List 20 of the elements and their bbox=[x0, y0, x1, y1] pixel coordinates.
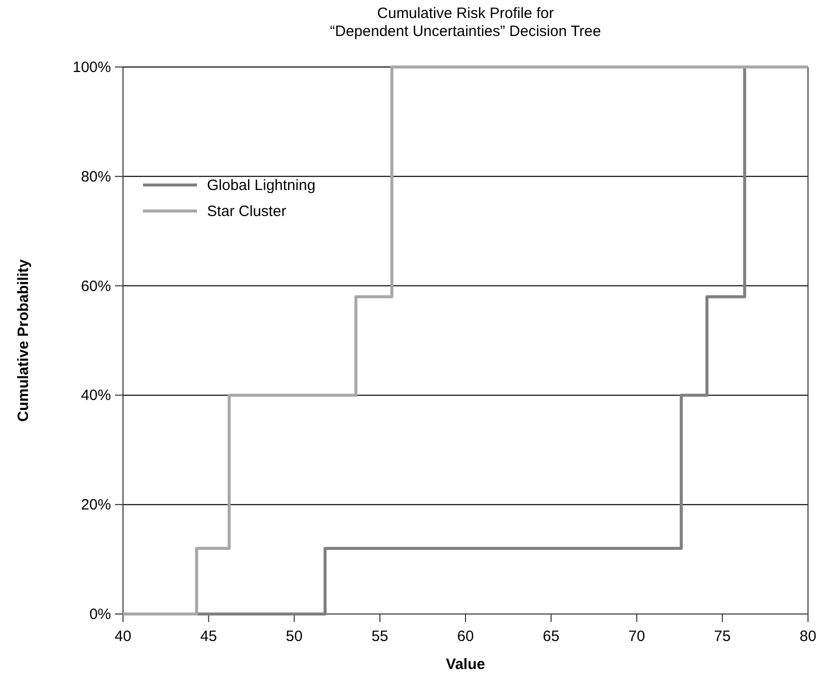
y-tick-label: 0% bbox=[89, 606, 111, 623]
legend-label: Star Cluster bbox=[207, 203, 286, 220]
x-tick-label: 75 bbox=[714, 628, 731, 645]
y-tick-label: 80% bbox=[80, 168, 111, 186]
x-axis-title: Value bbox=[446, 656, 486, 673]
y-tick-label: 100% bbox=[72, 59, 111, 76]
chart-title: Cumulative Risk Profile for “Dependent Uncertainties” Decision Tree bbox=[330, 5, 601, 40]
legend-label: Global Lightning bbox=[207, 177, 316, 194]
y-axis-title: Cumulative Probability bbox=[15, 258, 32, 422]
x-tick-label: 40 bbox=[114, 628, 132, 645]
x-tick-label: 50 bbox=[286, 628, 303, 645]
x-tick-label: 60 bbox=[457, 628, 474, 645]
y-tick-label: 60% bbox=[80, 278, 111, 295]
x-tick-label: 45 bbox=[200, 628, 217, 645]
x-tick-label: 65 bbox=[542, 628, 560, 645]
x-tick-label: 55 bbox=[372, 628, 388, 645]
y-tick-label: 20% bbox=[80, 496, 111, 514]
x-tick-label: 70 bbox=[628, 628, 646, 645]
y-tick-label: 40% bbox=[80, 387, 111, 404]
x-tick-label: 80 bbox=[800, 628, 816, 645]
